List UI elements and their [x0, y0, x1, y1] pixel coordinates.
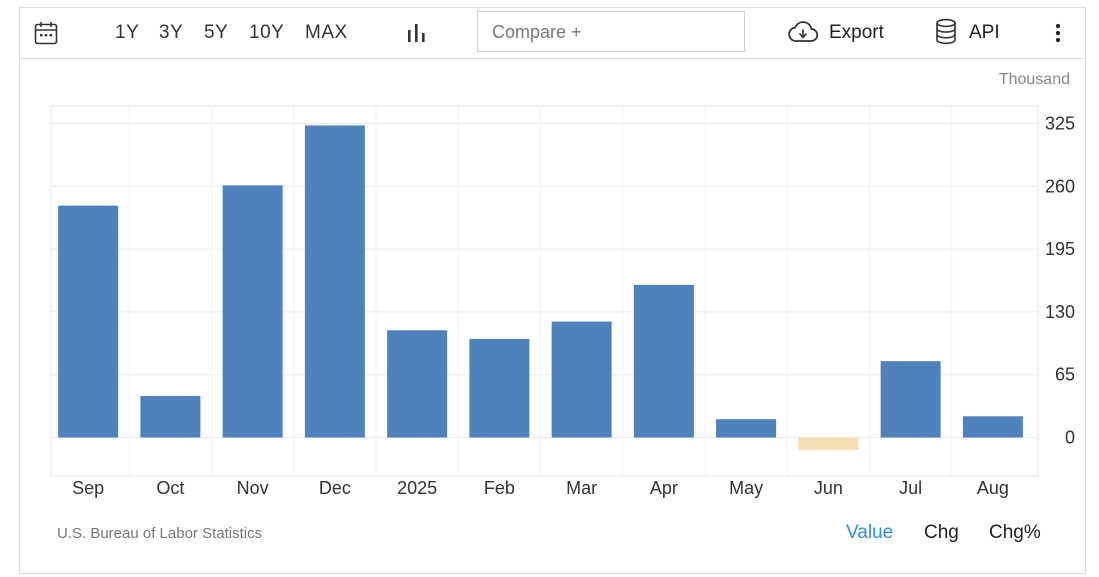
- y-tick-label: 325: [1045, 114, 1075, 134]
- chart-toolbar: 1Y 3Y 5Y 10Y MAX Export: [19, 7, 1086, 59]
- bar: [304, 125, 365, 438]
- bar: [222, 185, 283, 438]
- value-mode-button[interactable]: Value: [846, 522, 894, 543]
- bar: [551, 321, 612, 438]
- range-max-button[interactable]: MAX: [305, 22, 348, 43]
- percent-change-mode-button[interactable]: Chg%: [989, 522, 1041, 543]
- unit-label: Thousand: [998, 71, 1070, 88]
- x-tick-label: Aug: [977, 478, 1009, 498]
- y-tick-label: 260: [1045, 176, 1075, 196]
- api-label: API: [969, 22, 1000, 43]
- x-tick-label: Jun: [814, 478, 843, 498]
- export-label: Export: [829, 22, 884, 43]
- bar-chart-icon[interactable]: [405, 21, 429, 45]
- range-10y-button[interactable]: 10Y: [249, 22, 285, 43]
- x-tick-label: Mar: [566, 478, 597, 498]
- bar: [387, 330, 448, 438]
- range-5y-button[interactable]: 5Y: [204, 22, 229, 43]
- x-tick-label: Apr: [650, 478, 678, 498]
- x-tick-label: Dec: [319, 478, 351, 498]
- bar: [469, 338, 530, 438]
- compare-box: [477, 11, 745, 52]
- bar: [716, 419, 777, 438]
- y-tick-label: 195: [1045, 239, 1075, 259]
- y-tick-label: 130: [1045, 302, 1075, 322]
- plot-area: [50, 105, 1039, 477]
- bar: [798, 437, 859, 451]
- change-mode-button[interactable]: Chg: [924, 522, 959, 543]
- x-tick-label: May: [729, 478, 763, 498]
- data-source: U.S. Bureau of Labor Statistics: [57, 525, 263, 542]
- cloud-download-icon: [787, 19, 819, 47]
- database-icon: [935, 18, 957, 46]
- range-3y-button[interactable]: 3Y: [159, 22, 184, 43]
- compare-input[interactable]: [490, 12, 734, 52]
- x-tick-label: 2025: [397, 478, 437, 498]
- range-1y-button[interactable]: 1Y: [115, 22, 140, 43]
- bar: [140, 395, 201, 438]
- x-tick-label: Nov: [237, 478, 269, 498]
- x-tick-label: Jul: [899, 478, 922, 498]
- more-vertical-icon[interactable]: [1053, 21, 1063, 45]
- bar: [962, 416, 1023, 438]
- x-tick-label: Oct: [156, 478, 184, 498]
- bar: [880, 361, 941, 438]
- bar: [58, 205, 119, 438]
- bar: [633, 284, 694, 438]
- chart-frame: [19, 7, 1086, 574]
- calendar-icon[interactable]: [33, 20, 59, 46]
- x-tick-label: Sep: [72, 478, 104, 498]
- y-tick-label: 0: [1065, 428, 1075, 448]
- y-tick-label: 65: [1055, 365, 1075, 385]
- x-tick-label: Feb: [484, 478, 515, 498]
